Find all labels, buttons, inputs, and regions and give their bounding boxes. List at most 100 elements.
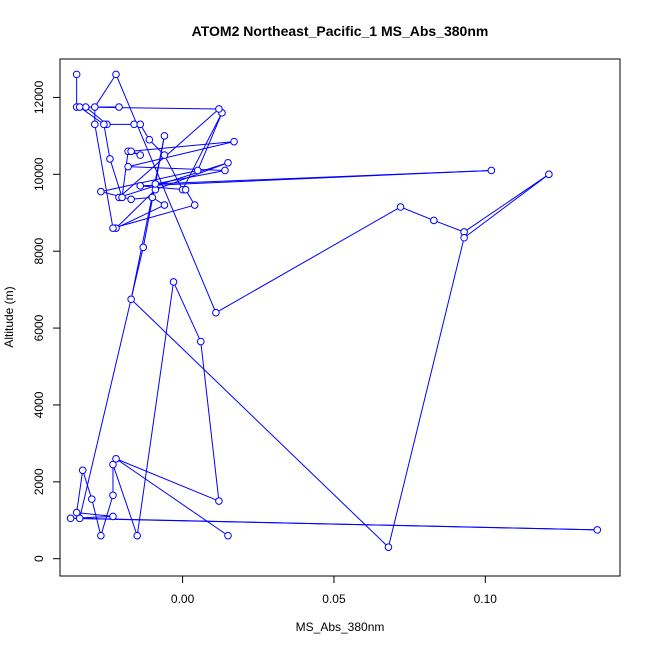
series-segment [128,166,225,171]
series-segment [94,74,117,108]
y-tick-label: 4000 [32,391,46,418]
series-segment [115,458,220,502]
series-segment [100,169,198,193]
series-segment [70,517,598,531]
data-point [91,103,99,111]
data-point [78,466,87,475]
data-point [593,526,602,534]
series-segment [109,158,123,198]
data-point [151,180,160,188]
data-point [72,70,81,79]
data-point [72,508,81,517]
series-segment [112,464,138,536]
y-axis: 0 2000 4000 6000 8000 10000 12000 [32,80,61,562]
series-segment [115,204,165,229]
series-segment [173,281,202,342]
data-point [97,187,105,196]
data-point [87,495,96,503]
series-segment [76,470,84,513]
series-segment [197,112,223,171]
chart-title: ATOM2 Northeast_Pacific_1 MS_Abs_380nm [192,23,489,39]
series-points [66,70,602,551]
data-point [127,147,135,156]
series-segment [400,206,435,221]
y-tick-label: 2000 [32,468,46,495]
series-segment [100,495,114,536]
series-lines [70,74,598,548]
data-point [127,195,135,204]
data-point [160,151,169,159]
y-tick-label: 8000 [32,238,46,265]
series-segment [127,141,235,168]
series-segment [463,173,550,239]
data-point [91,120,99,129]
data-point [139,243,148,252]
data-point [487,166,496,175]
data-point [97,531,105,540]
y-tick-label: 12000 [32,80,46,114]
data-point [118,193,126,202]
series-segment [118,108,220,198]
data-point [109,512,117,521]
data-point [212,308,220,317]
data-point [160,201,169,209]
data-point [109,224,117,232]
data-point [136,151,145,159]
x-tick-label: 0.05 [322,592,346,606]
data-point [136,120,145,129]
data-point [136,182,145,190]
data-point [181,185,190,194]
data-point [396,203,405,211]
data-point [160,132,169,140]
data-point [133,531,141,540]
series-segment [79,247,144,519]
series-segment [387,237,465,548]
series-segment [115,458,229,537]
series-segment [112,204,195,229]
x-tick-label: 0.00 [171,592,195,606]
data-point [545,170,553,179]
data-point [230,137,238,146]
plot-frame [59,58,621,577]
data-point [224,531,232,540]
data-point [169,278,178,286]
data-point [145,135,154,144]
data-point [112,454,120,463]
series-segment [103,124,111,160]
x-tick-label: 0.10 [474,592,498,606]
series-segment [155,169,226,185]
data-point [75,103,84,111]
series-segment [433,219,465,233]
data-point [196,337,205,346]
y-axis-label: Altitude (m) [2,286,16,347]
y-tick-label: 6000 [32,314,46,341]
x-axis-label: MS_Abs_380nm [296,620,385,634]
data-point [460,233,468,242]
data-point [190,201,199,209]
data-point [66,514,75,523]
data-point [112,70,120,79]
x-axis: 0.00 0.05 0.10 [171,575,498,606]
series-segment [215,206,401,314]
data-point [124,162,132,171]
series-segment [79,106,219,110]
series-segment [121,151,129,198]
data-point [215,105,223,113]
series-segment [155,162,229,191]
data-point [109,460,117,469]
data-point [148,193,157,202]
data-point [430,216,438,225]
series-segment [131,141,235,152]
series-segment [94,124,114,229]
series-segment [140,169,492,187]
data-point [215,497,223,505]
series-segment [463,173,550,233]
data-point [75,514,84,523]
data-point [224,158,232,167]
data-point [106,155,114,163]
data-point [109,491,117,500]
y-tick-label: 10000 [32,157,46,191]
data-point [221,166,229,175]
series-segment [136,281,175,536]
